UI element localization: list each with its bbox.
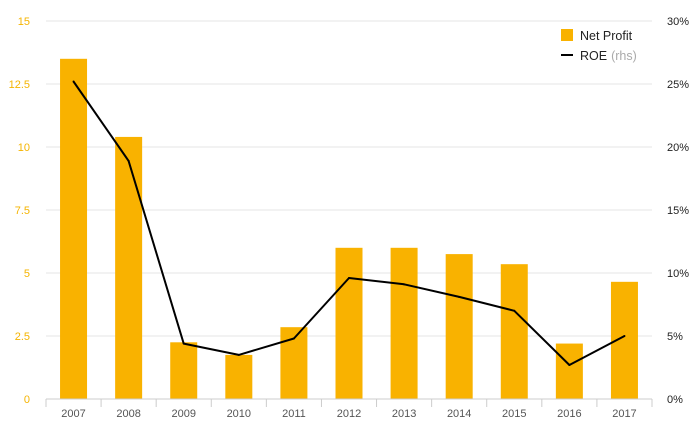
roe-point-2016 xyxy=(568,363,571,366)
x-axis: 2007 2008 2009 2010 2011 2012 2013 2014 2015 2016… xyxy=(45,398,653,420)
legend-roe-name: ROE xyxy=(580,49,607,63)
net-profit-bars xyxy=(60,58,638,400)
bar-net-profit-2012 xyxy=(335,247,363,399)
x-tick-label: 2011 xyxy=(282,408,306,420)
x-tick-label: 2007 xyxy=(61,408,85,420)
right-tick-label: 15% xyxy=(667,205,689,217)
bar-net-profit-2014 xyxy=(445,254,473,399)
left-tick-label: 10 xyxy=(18,142,30,154)
right-tick-label: 25% xyxy=(667,79,689,91)
right-tick-label: 10% xyxy=(667,268,689,280)
bar-net-profit-2016 xyxy=(555,343,583,399)
roe-point-2010 xyxy=(237,353,240,356)
roe-point-2011 xyxy=(292,337,295,340)
legend-label-roe: ROE (rhs) xyxy=(580,49,637,63)
x-tick-label: 2016 xyxy=(557,408,581,420)
right-tick-label: 0% xyxy=(667,394,683,406)
right-tick-label: 5% xyxy=(667,331,683,343)
roe-point-2009 xyxy=(182,342,185,345)
x-tick-label: 2008 xyxy=(116,408,140,420)
roe-point-2007 xyxy=(72,80,75,83)
bar-net-profit-2010 xyxy=(225,354,253,399)
left-tick-label: 12.5 xyxy=(9,79,30,91)
right-tick-label: 20% xyxy=(667,142,689,154)
roe-line xyxy=(72,80,626,366)
left-tick-label: 2.5 xyxy=(15,331,30,343)
bar-net-profit-2015 xyxy=(500,264,528,399)
bar-net-profit-2007 xyxy=(60,58,88,400)
left-tick-label: 15 xyxy=(18,16,30,28)
legend: Net Profit ROE (rhs) xyxy=(561,29,637,63)
left-axis: 0 2.5 5 7.5 10 12.5 15 xyxy=(9,16,30,406)
x-tick-label: 2010 xyxy=(227,408,251,420)
right-tick-label: 30% xyxy=(667,16,689,28)
roe-point-2014 xyxy=(458,295,461,298)
x-tick-label: 2009 xyxy=(171,408,195,420)
legend-swatch-net-profit xyxy=(561,29,573,41)
bar-net-profit-2013 xyxy=(390,247,418,399)
legend-label-net-profit: Net Profit xyxy=(580,29,633,43)
bar-net-profit-2009 xyxy=(170,342,198,399)
right-axis: 0% 5% 10% 15% 20% 25% 30% xyxy=(667,16,689,406)
roe-point-2017 xyxy=(623,335,626,337)
left-tick-label: 7.5 xyxy=(15,205,30,217)
x-tick-label: 2017 xyxy=(612,408,636,420)
x-tick-label: 2012 xyxy=(337,408,361,420)
legend-roe-note: (rhs) xyxy=(611,49,637,63)
x-tick-label: 2014 xyxy=(447,408,471,420)
bar-net-profit-2008 xyxy=(115,136,143,400)
roe-point-2012 xyxy=(348,277,350,280)
x-tick-label: 2015 xyxy=(502,408,526,420)
roe-point-2013 xyxy=(403,283,406,286)
left-tick-label: 5 xyxy=(24,268,30,280)
left-tick-label: 0 xyxy=(24,394,30,406)
roe-point-2015 xyxy=(513,309,516,312)
roe-point-2008 xyxy=(127,159,130,162)
x-tick-label: 2013 xyxy=(392,408,416,420)
